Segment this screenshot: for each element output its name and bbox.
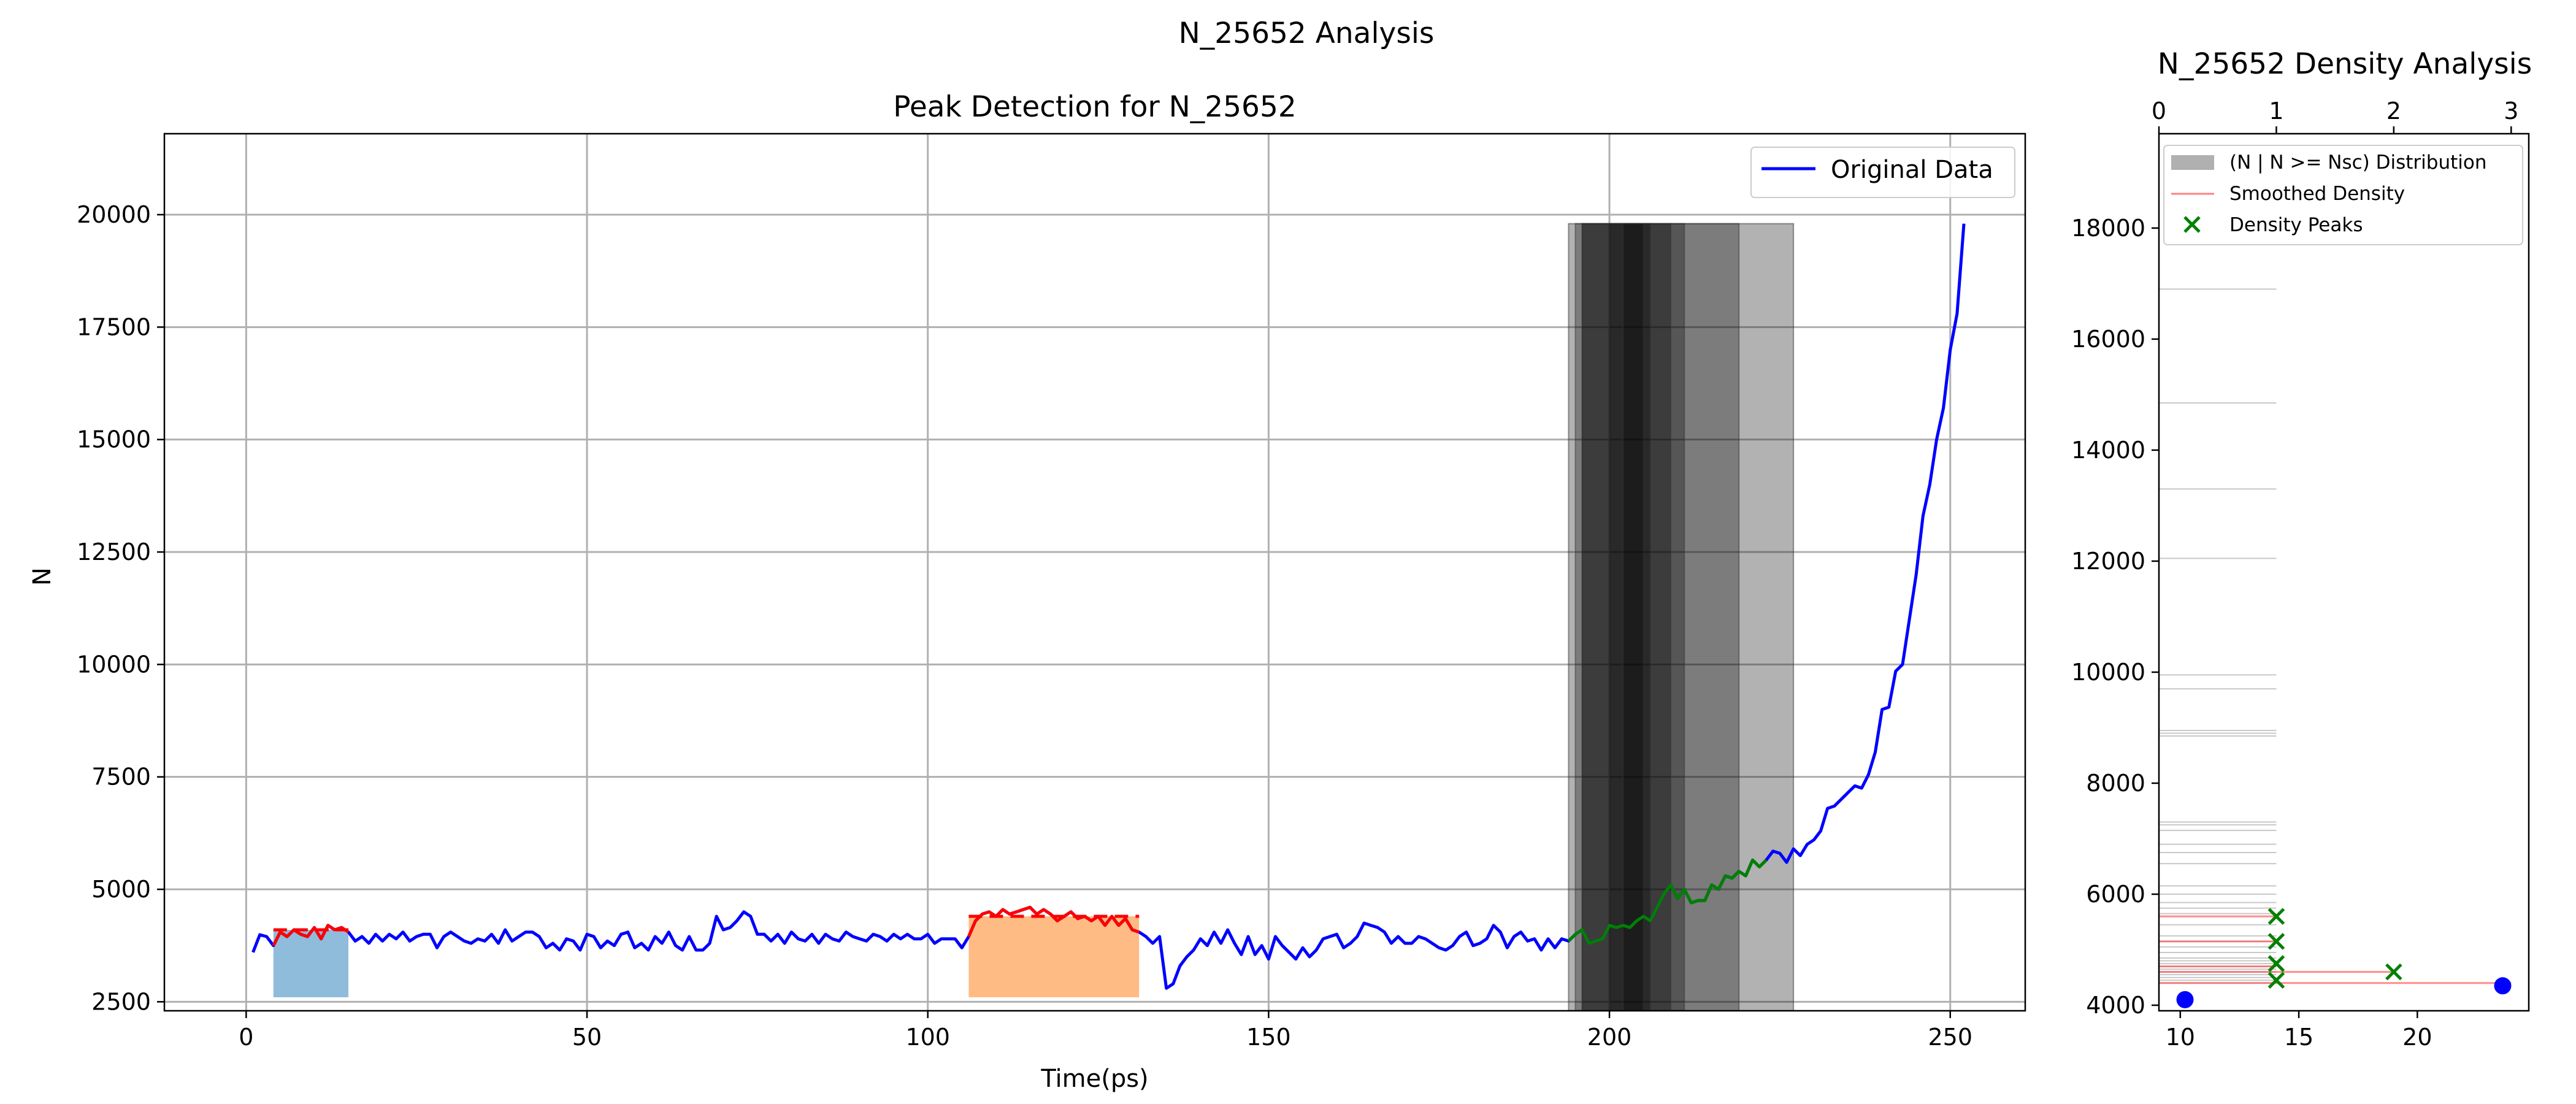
- density-smoothed-lines: [2159, 915, 2512, 984]
- main-gray-bar: [1581, 223, 1685, 1012]
- density-y-tick-label: 12000: [2071, 548, 2145, 575]
- main-highlight-fills: [273, 914, 1140, 997]
- main-y-tick-label: 12500: [77, 539, 151, 565]
- main-highlight-fill: [968, 916, 1140, 997]
- main-y-axis-label: N: [28, 567, 56, 586]
- density-y-tick-label: 8000: [2086, 770, 2145, 797]
- main-y-tick-label: 7500: [91, 764, 151, 791]
- density-legend-box: [2163, 145, 2523, 245]
- series-highlight-segment: [272, 924, 350, 946]
- density-chart: N_25652 Density Analysis 0 1 2 3 10 15 20 4000 6…: [2071, 47, 2532, 1051]
- main-gray-bar: [1622, 223, 1644, 1012]
- main-gray-bar: [1574, 223, 1740, 1012]
- main-grid: [164, 134, 2025, 1011]
- density-y-tick-label: 16000: [2071, 326, 2145, 353]
- density-histogram: [2159, 288, 2277, 984]
- density-peak-marker: [2385, 963, 2402, 981]
- density-axes: 0 1 2 3 10 15 20 4000 6000 8000 10000 12000 14000 160…: [2071, 98, 2530, 1051]
- main-y-tick-label: 10000: [77, 651, 151, 678]
- density-bottom-tick-label: 15: [2284, 1024, 2313, 1051]
- density-peak-stroke: [2267, 908, 2285, 925]
- main-gray-bars: [1568, 223, 1795, 1012]
- series-highlight-segment: [967, 905, 1140, 937]
- main-y-tick-label: 15000: [77, 426, 151, 453]
- main-x-tick-label: 250: [1928, 1024, 1972, 1051]
- density-peaks: [2267, 908, 2402, 989]
- legend-label-density-peaks: Density Peaks: [2229, 214, 2363, 236]
- main-y-tick-label: 20000: [77, 201, 151, 228]
- main-x-tick-label: 200: [1587, 1024, 1632, 1051]
- density-blue-points: [2176, 977, 2512, 1008]
- density-blue-point: [2176, 991, 2194, 1008]
- density-blue-point: [2494, 977, 2512, 995]
- legend-label-original-data: Original Data: [1831, 156, 1993, 184]
- main-legend: Original Data: [1750, 147, 2015, 198]
- main-gray-bar: [1581, 223, 1672, 1012]
- main-series: [251, 223, 1966, 990]
- main-x-tick-label: 0: [239, 1024, 253, 1051]
- main-axes: 0 50 100 150 200 250 2500 5000 7500 10000 12500 150…: [77, 132, 2026, 1051]
- density-top-tick-label: 1: [2269, 98, 2283, 125]
- main-chart-title: Peak Detection for N_25652: [893, 90, 1297, 124]
- density-peak-stroke: [2385, 963, 2402, 981]
- density-y-tick-label: 4000: [2086, 992, 2145, 1019]
- legend-marker-density-peaks: [2183, 216, 2201, 233]
- main-y-tick-label: 17500: [77, 313, 151, 340]
- density-top-tick-label: 2: [2386, 98, 2401, 125]
- density-bottom-tick-label: 10: [2166, 1024, 2195, 1051]
- density-peak-marker: [2267, 908, 2285, 925]
- main-x-tick-label: 100: [905, 1024, 950, 1051]
- series-growth-segment: [1567, 858, 1768, 945]
- density-peak-marker: [2267, 933, 2285, 950]
- main-x-tick-label: 150: [1246, 1024, 1291, 1051]
- density-bottom-tick-label: 20: [2402, 1024, 2432, 1051]
- main-plot-frame: [163, 132, 2026, 1012]
- density-peak-stroke: [2267, 972, 2285, 989]
- density-peak-marker: [2267, 972, 2285, 989]
- main-legend-box: [1750, 147, 2015, 198]
- legend-label-distribution: (N | N >= Nsc) Distribution: [2229, 151, 2486, 174]
- density-peak-stroke: [2267, 955, 2285, 972]
- main-x-tick-label: 50: [572, 1024, 602, 1051]
- legend-label-smoothed-density: Smoothed Density: [2229, 183, 2405, 205]
- main-y-tick-label: 5000: [91, 876, 151, 903]
- density-plot-frame: [2158, 132, 2530, 1012]
- density-top-tick-label: 0: [2152, 98, 2166, 125]
- density-legend: (N | N >= Nsc) Distribution Smoothed Den…: [2163, 145, 2523, 245]
- main-x-axis-label: Time(ps): [1040, 1065, 1148, 1093]
- density-peak-marker: [2267, 955, 2285, 972]
- figure-suptitle: N_25652 Analysis: [1179, 17, 1435, 50]
- density-peak-stroke: [2267, 933, 2285, 950]
- main-chart: Peak Detection for N_25652 0 50 100 150 200 2…: [28, 90, 2026, 1093]
- main-gray-bar: [1568, 223, 1795, 1012]
- density-y-tick-label: 18000: [2071, 215, 2145, 242]
- density-y-tick-label: 6000: [2086, 881, 2145, 908]
- legend-swatch-distribution: [2171, 155, 2214, 170]
- density-chart-title: N_25652 Density Analysis: [2158, 47, 2532, 81]
- density-y-tick-label: 14000: [2071, 437, 2145, 464]
- main-y-tick-label: 2500: [91, 988, 151, 1015]
- main-highlight-fill: [273, 930, 349, 997]
- density-y-tick-label: 10000: [2071, 659, 2145, 686]
- density-top-tick-label: 3: [2504, 98, 2518, 125]
